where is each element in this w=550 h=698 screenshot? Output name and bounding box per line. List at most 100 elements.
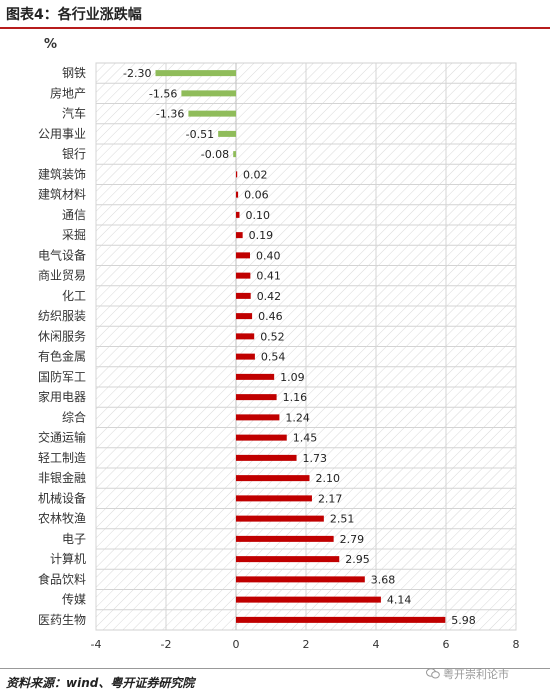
bars-group [155,70,446,623]
value-label: 0.10 [246,209,271,222]
bar [236,414,280,421]
bar [236,171,238,178]
x-tick-label: 4 [373,638,380,651]
category-label: 商业贸易 [38,268,86,283]
value-label: 0.40 [256,249,281,262]
category-label: 钢铁 [62,66,86,80]
category-labels: 钢铁房地产汽车公用事业银行建筑装饰建筑材料通信采掘电气设备商业贸易化工纺织服装休… [38,66,86,627]
category-label: 通信 [62,208,86,222]
category-label: 房地产 [50,85,86,100]
category-label: 电气设备 [38,247,86,262]
category-label: 化工 [62,289,86,303]
bar [236,313,253,320]
x-axis-tick-labels: -4 -2 0 2 4 6 8 [91,638,520,651]
bar [236,252,250,259]
watermark: 粤开崇利论市 [426,666,509,682]
bar [236,515,324,522]
value-label: 1.16 [283,391,308,404]
bar [155,70,236,77]
category-label: 纺织服装 [38,309,86,323]
bar [218,130,236,137]
category-label: 机械设备 [38,490,86,505]
value-label: 0.52 [260,330,285,343]
category-label: 轻工制造 [38,451,86,465]
value-label: 5.98 [451,614,476,627]
x-tick-label: -4 [91,638,102,651]
category-label: 休闲服务 [38,328,86,343]
bar [188,110,236,117]
value-label: -1.36 [156,108,184,121]
x-tick-label: 6 [443,638,450,651]
category-label: 交通运输 [38,430,86,445]
bar [236,394,277,401]
value-label: 0.02 [243,168,268,181]
bar [181,90,236,97]
category-label: 汽车 [62,106,86,121]
bar [236,556,340,563]
x-tick-label: 0 [233,638,240,651]
category-label: 家用电器 [38,389,86,404]
bar [236,232,243,239]
bar [236,191,239,198]
category-label: 计算机 [50,551,86,566]
x-tick-label: -2 [161,638,172,651]
unit-label: % [44,37,58,52]
bar [236,576,365,583]
value-label: 0.41 [256,270,281,283]
bar [236,373,275,380]
value-label: 0.19 [249,229,274,242]
category-label: 采掘 [62,227,86,242]
category-label: 农林牧渔 [38,512,86,526]
category-label: 非银金融 [38,470,86,485]
value-label: 2.79 [340,533,365,546]
gridlines [95,63,517,630]
value-label: 4.14 [387,594,412,607]
figure-title: 图表4：各行业涨跌幅 [6,7,142,23]
bar [236,353,255,360]
value-label: 0.06 [244,189,269,202]
bar [236,454,297,461]
value-label: -1.56 [149,87,177,100]
category-label: 公用事业 [38,127,86,141]
category-label: 电子 [62,532,86,546]
x-tick-label: 2 [303,638,310,651]
category-label: 有色金属 [38,349,86,364]
bar [236,535,334,542]
bar [236,495,312,502]
bar [236,616,446,623]
value-label: 2.17 [318,492,343,505]
bar [236,333,255,340]
value-label: 3.68 [371,573,396,586]
footer-rule [0,668,550,669]
bar [236,272,251,279]
bar [236,434,287,441]
category-label: 国防军工 [38,369,86,384]
category-label: 建筑装饰 [38,166,86,181]
value-label: -0.51 [186,128,214,141]
x-tick-label: 8 [513,638,520,651]
category-label: 传媒 [62,592,86,607]
category-label: 综合 [62,409,86,424]
value-label: 1.73 [303,452,328,465]
bar [236,475,310,482]
value-label: 2.10 [316,472,341,485]
bar [236,596,381,603]
value-label: 0.46 [258,310,283,323]
value-label: 0.54 [261,351,286,364]
value-label: -2.30 [123,67,151,80]
category-label: 银行 [62,147,86,161]
wechat-icon [426,668,440,679]
value-label: 1.45 [293,432,318,445]
value-label: -0.08 [201,148,229,161]
value-label: 1.09 [280,371,305,384]
category-label: 医药生物 [38,613,86,627]
value-labels: -2.30 -1.56 -1.36-0.51 -0.08 0.02 0.06 0.10 0.1… [123,67,476,627]
value-label: 2.51 [330,513,355,526]
bar [233,151,236,158]
value-label: 0.42 [257,290,282,303]
bar [236,292,251,299]
bar [236,211,240,218]
category-label: 建筑材料 [38,187,86,202]
value-label: 2.95 [345,553,370,566]
bar-chart: 钢铁房地产汽车公用事业银行建筑装饰建筑材料通信采掘电气设备商业贸易化工纺织服装休… [38,62,520,651]
